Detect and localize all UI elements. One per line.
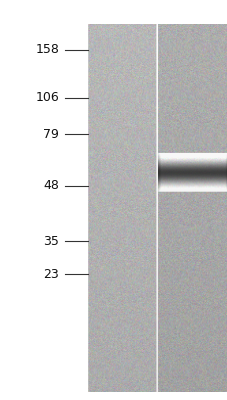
Text: 48: 48	[43, 180, 59, 192]
Text: 106: 106	[35, 91, 59, 104]
Text: 79: 79	[43, 128, 59, 141]
Text: 23: 23	[43, 268, 59, 281]
Bar	[0, 0, 86, 400]
Text: 158: 158	[35, 43, 59, 56]
Text: 35: 35	[43, 235, 59, 248]
